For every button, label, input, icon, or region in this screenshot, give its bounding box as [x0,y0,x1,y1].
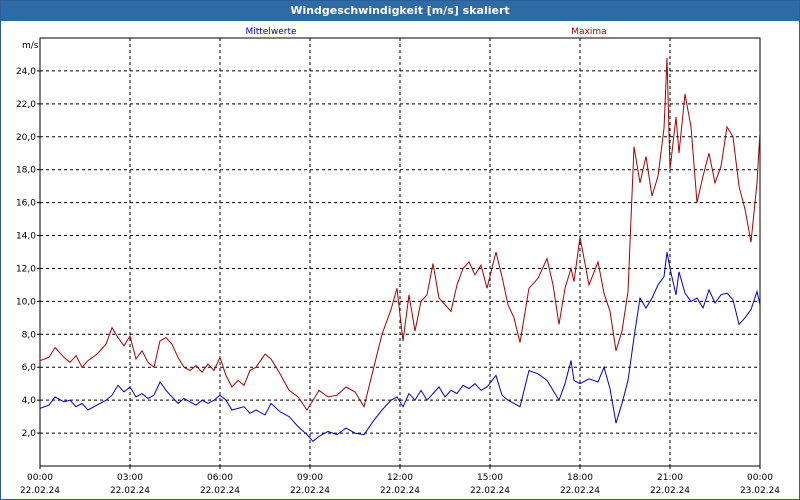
x-tick-date: 22.02.24 [470,486,510,496]
x-axis: 00:00 22.02.24 03:00 22.02.24 06:00 22.02.24 0… [20,466,780,496]
y-tick-label: 24,0 [16,67,36,77]
x-tick-date: 22.02.24 [110,486,150,496]
x-tick-date: 22.02.24 [20,486,60,496]
y-tick-label: 10,0 [16,297,36,307]
x-tick-time: 09:00 [297,473,323,483]
x-tick-time: 18:00 [567,473,593,483]
y-tick-label: 20,0 [16,133,36,143]
x-tick-date: 22.02.24 [200,486,240,496]
x-tick-time: 21:00 [657,473,683,483]
x-tick-date: 23.02.24 [740,486,780,496]
y-tick-label: 2,0 [22,429,37,439]
x-tick-time: 15:00 [477,473,503,483]
y-axis: m/s 2,0 4,0 6,0 8,0 10,0 12,0 14,0 16,0 18,0 20,0… [16,41,40,439]
y-axis-label: m/s [22,41,39,51]
y-tick-label: 8,0 [22,330,37,340]
x-tick-date: 22.02.24 [560,486,600,496]
x-tick-time: 03:00 [117,473,143,483]
series-lines [40,57,760,442]
y-tick-label: 16,0 [16,199,36,209]
x-tick-time: 00:00 [747,473,773,483]
y-tick-label: 4,0 [22,396,37,406]
y-tick-label: 12,0 [16,264,36,274]
legend-mittelwerte: Mittelwerte [245,27,296,37]
legend-maxima: Maxima [571,27,606,37]
x-tick-time: 06:00 [207,473,233,483]
x-tick-date: 22.02.24 [650,486,690,496]
y-tick-label: 6,0 [22,363,37,373]
x-tick-time: 12:00 [387,473,413,483]
y-tick-label: 22,0 [16,100,36,110]
y-tick-label: 14,0 [16,232,36,242]
window-title: Windgeschwindigkeit [m/s] skaliert [1,1,799,21]
x-tick-date: 22.02.24 [380,486,420,496]
series-line-maxima [40,57,760,411]
y-tick-label: 18,0 [16,166,36,176]
x-tick-date: 22.02.24 [290,486,330,496]
x-tick-time: 00:00 [27,473,53,483]
series-line-mittelwerte [40,251,760,442]
legend: Mittelwerte Maxima [245,27,606,37]
